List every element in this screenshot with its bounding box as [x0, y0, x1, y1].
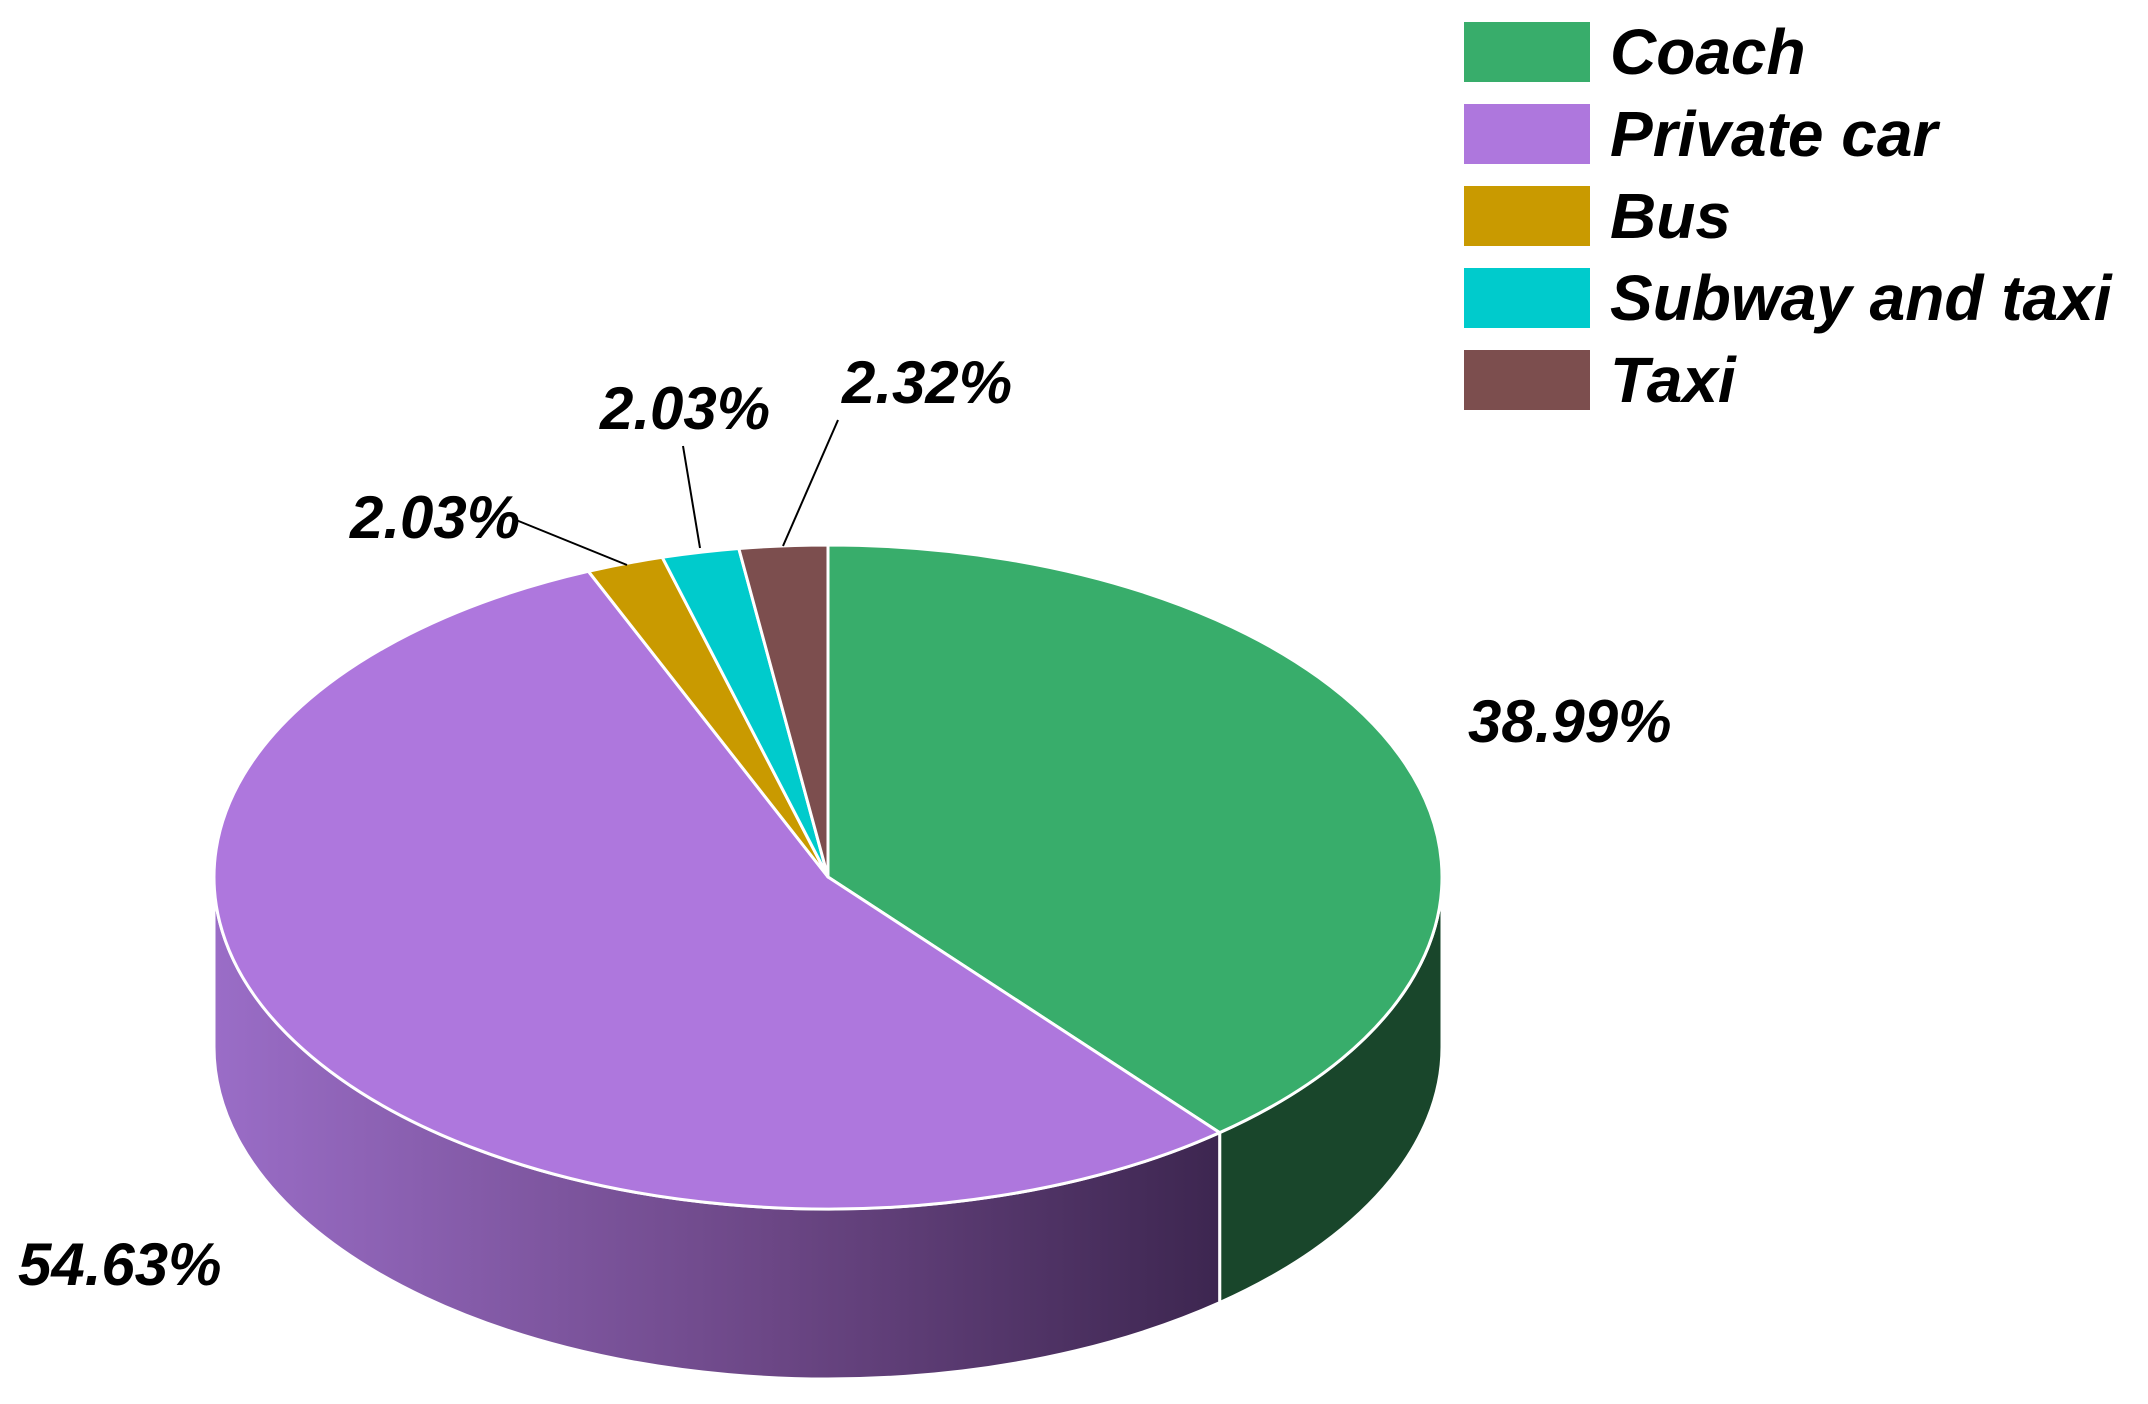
- legend-swatch-private-car: [1464, 104, 1590, 164]
- pct-label-private-car: 54.63%: [18, 1231, 222, 1298]
- label-leader-lines: [515, 419, 839, 566]
- pct-label-coach: 38.99%: [1468, 688, 1672, 755]
- pie-top-faces: [212, 543, 1444, 1211]
- slice-private-car: [212, 569, 1222, 1211]
- legend-swatch-taxi: [1464, 350, 1590, 410]
- leader-line-bus: [515, 519, 628, 566]
- legend-label-taxi: Taxi: [1610, 344, 1737, 416]
- leader-line-subway-and-taxi: [682, 445, 701, 549]
- legend-swatch-coach: [1464, 22, 1590, 82]
- percentage-labels: 38.99% 54.63% 2.03% 2.03% 2.32%: [18, 349, 1672, 1298]
- legend-label-private-car: Private car: [1610, 98, 1940, 170]
- leader-line-taxi: [782, 419, 839, 547]
- legend-label-subway-and-taxi: Subway and taxi: [1610, 262, 2113, 334]
- pct-label-subway-and-taxi: 2.03%: [599, 375, 770, 442]
- legend-label-coach: Coach: [1610, 16, 1806, 88]
- legend: Coach Private car Bus Subway and taxi Taxi: [1464, 16, 2113, 416]
- pct-label-bus: 2.03%: [349, 484, 520, 551]
- slice-coach: [826, 543, 1444, 1135]
- legend-swatch-subway-and-taxi: [1464, 268, 1590, 328]
- legend-swatch-bus: [1464, 186, 1590, 246]
- legend-label-bus: Bus: [1610, 180, 1731, 252]
- pct-label-taxi: 2.32%: [841, 349, 1012, 416]
